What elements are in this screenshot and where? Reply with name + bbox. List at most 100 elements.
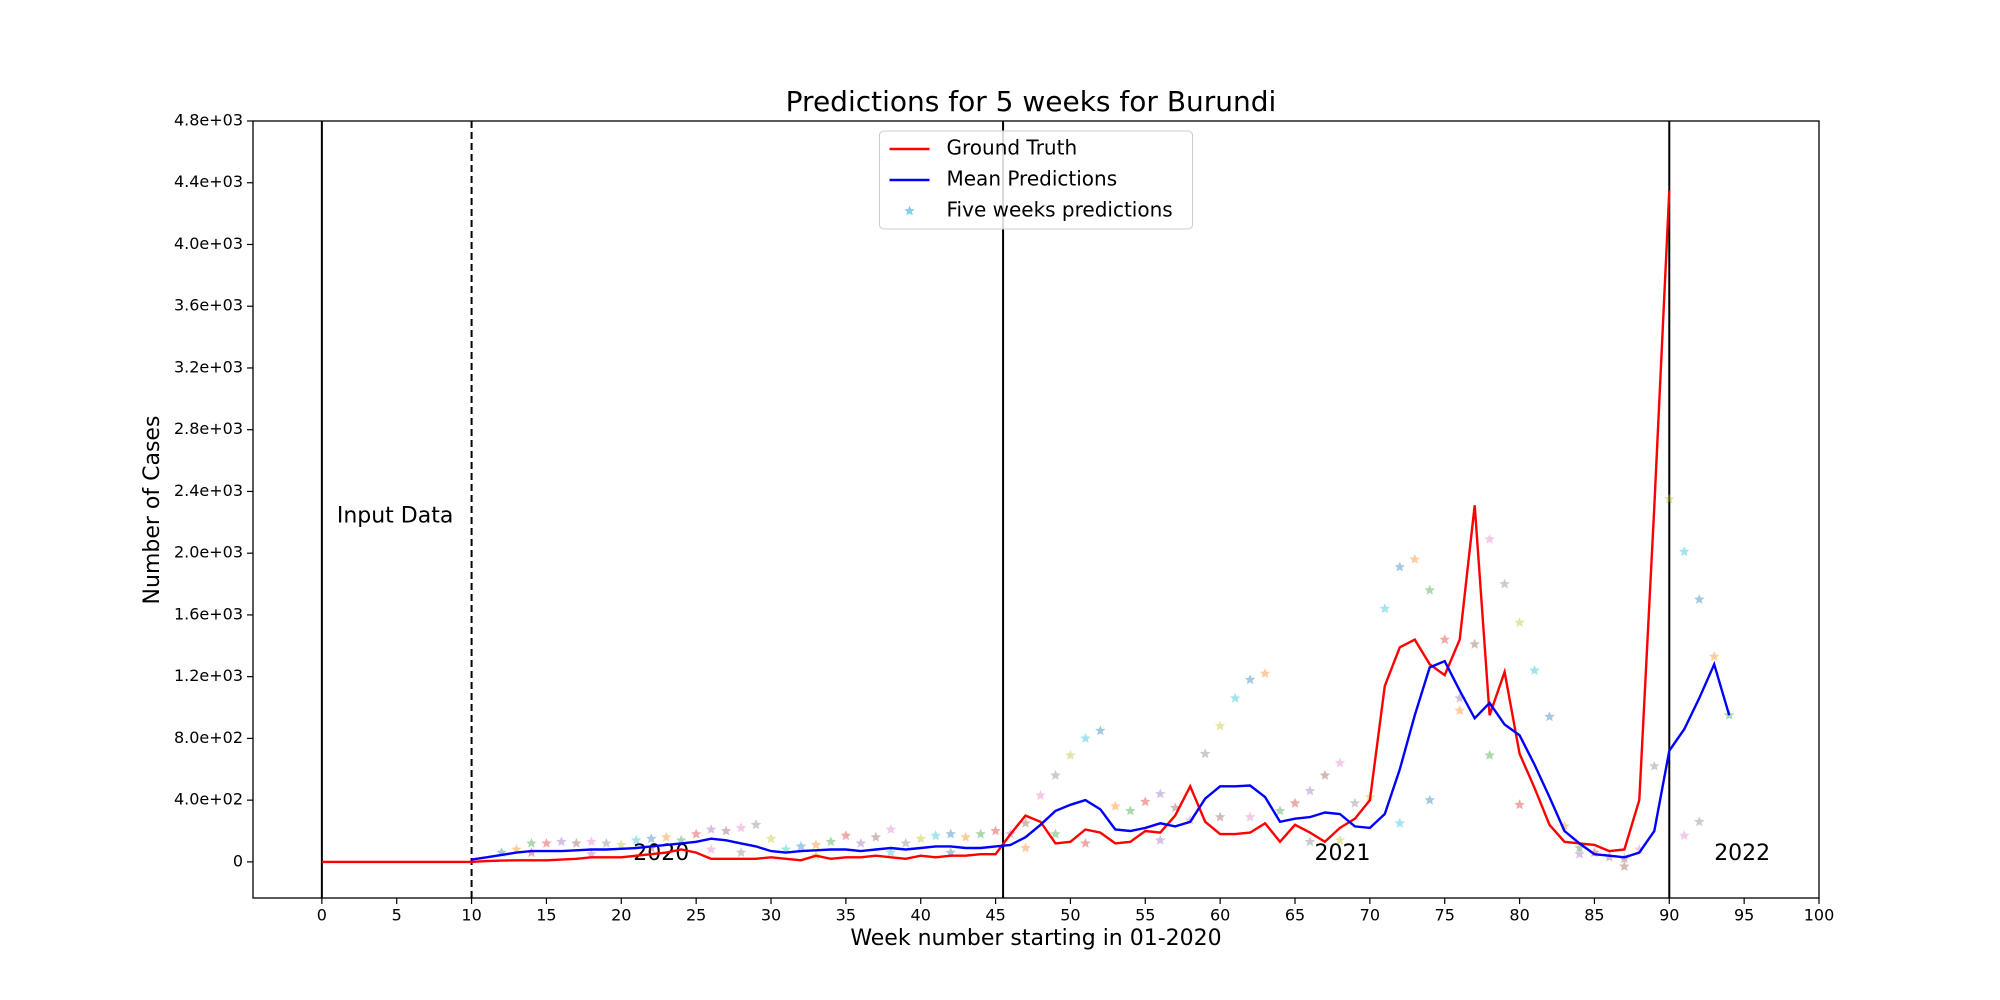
star-point xyxy=(765,833,777,844)
star-point xyxy=(690,828,702,839)
star-point xyxy=(975,828,986,839)
star-point xyxy=(1529,665,1540,675)
y-tick-label: 0 xyxy=(233,851,243,870)
y-tick-label: 4.4e+03 xyxy=(174,172,243,191)
star-point xyxy=(1514,799,1525,810)
series-line xyxy=(471,659,1731,861)
star-point xyxy=(556,836,567,847)
legend-label: Five weeks predictions xyxy=(947,198,1173,222)
star-point xyxy=(1484,749,1495,760)
star-point xyxy=(1080,837,1091,848)
star-point xyxy=(1619,861,1630,871)
star-point xyxy=(1574,848,1585,859)
star-point xyxy=(1649,760,1660,771)
star-point xyxy=(646,833,657,844)
star-point xyxy=(1334,757,1346,768)
star-point xyxy=(735,847,747,858)
annotation: 2021 xyxy=(1314,841,1370,866)
legend-label: Mean Predictions xyxy=(947,167,1118,191)
star-point xyxy=(511,844,522,854)
star-point xyxy=(1484,533,1495,544)
star-point xyxy=(1394,817,1405,828)
star-point xyxy=(1140,796,1151,807)
star-point xyxy=(1035,790,1046,800)
x-tick-label: 20 xyxy=(611,906,631,925)
star-point xyxy=(1559,820,1570,831)
x-tick-label: 55 xyxy=(1135,906,1155,925)
star-point xyxy=(586,836,597,847)
star-point xyxy=(1125,805,1136,816)
star-point xyxy=(1424,584,1435,595)
y-tick-label: 4.0e+02 xyxy=(174,790,243,809)
star-point xyxy=(1454,705,1465,716)
star-point xyxy=(705,844,717,854)
star-point xyxy=(1259,668,1271,678)
star-point xyxy=(1095,725,1106,736)
x-tick-label: 70 xyxy=(1360,906,1380,925)
y-tick-label: 3.2e+03 xyxy=(174,357,243,376)
x-tick-label: 95 xyxy=(1734,906,1754,925)
y-tick-label: 2.4e+03 xyxy=(174,481,243,500)
star-point xyxy=(1155,788,1166,799)
x-tick-label: 65 xyxy=(1285,906,1305,925)
star-point xyxy=(795,840,807,851)
y-tick-label: 8.0e+02 xyxy=(174,728,243,747)
annotation: Input Data xyxy=(337,504,454,529)
star-point xyxy=(1050,828,1061,839)
y-tick-label: 3.6e+03 xyxy=(174,296,243,315)
star-point xyxy=(1244,811,1256,822)
x-axis-label: Week number starting in 01-2020 xyxy=(850,926,1221,951)
x-tick-label: 45 xyxy=(985,906,1005,925)
star-point xyxy=(1349,797,1361,808)
star-point xyxy=(840,830,852,841)
star-point xyxy=(990,825,1001,836)
star-point xyxy=(705,824,717,834)
x-tick-label: 15 xyxy=(536,906,556,925)
star-point xyxy=(1439,634,1450,645)
star-point xyxy=(1065,749,1076,760)
x-tick-label: 60 xyxy=(1210,906,1230,925)
legend-label: Ground Truth xyxy=(947,136,1078,160)
x-tick-label: 90 xyxy=(1659,906,1679,925)
star-point xyxy=(1679,546,1690,557)
star-point xyxy=(900,837,911,848)
star-point xyxy=(1424,794,1435,805)
star-point xyxy=(1454,692,1465,703)
star-point xyxy=(661,831,672,842)
star-point xyxy=(1020,842,1031,853)
star-point xyxy=(1319,769,1331,780)
legend-marker xyxy=(904,205,915,216)
star-point xyxy=(1694,594,1705,604)
x-tick-label: 35 xyxy=(836,906,856,925)
star-point xyxy=(616,839,627,850)
star-point xyxy=(1304,785,1316,796)
star-point xyxy=(541,837,552,848)
x-tick-label: 100 xyxy=(1804,906,1835,925)
star-point xyxy=(930,830,941,841)
x-tick-label: 50 xyxy=(1060,906,1080,925)
star-point xyxy=(631,834,642,845)
star-point xyxy=(571,837,582,848)
star-point xyxy=(1469,638,1480,649)
x-tick-label: 5 xyxy=(392,906,402,925)
star-point xyxy=(1155,834,1166,845)
x-tick-label: 25 xyxy=(686,906,706,925)
star-point xyxy=(601,837,612,848)
star-point xyxy=(1514,617,1525,628)
star-point xyxy=(1110,800,1121,811)
star-point xyxy=(1409,553,1420,564)
series-line xyxy=(321,190,1671,864)
star-point xyxy=(885,847,896,858)
star-point xyxy=(1379,603,1391,614)
x-tick-label: 10 xyxy=(461,906,481,925)
star-point xyxy=(1214,720,1226,731)
star-point xyxy=(1050,769,1061,780)
star-point xyxy=(945,828,956,839)
star-point xyxy=(1574,842,1585,853)
y-tick-label: 1.2e+03 xyxy=(174,666,243,685)
y-tick-label: 2.8e+03 xyxy=(174,419,243,438)
star-point xyxy=(1499,578,1510,589)
star-point xyxy=(1394,561,1405,572)
star-point xyxy=(720,825,732,836)
star-point xyxy=(810,839,822,850)
